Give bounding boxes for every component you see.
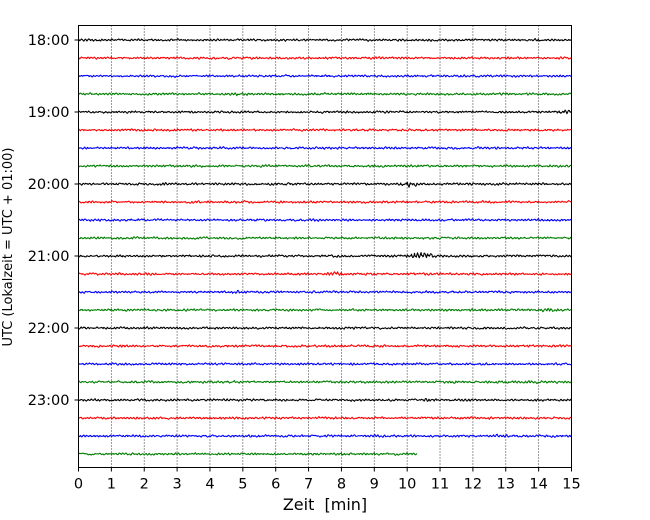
x-tick-label: 1 — [107, 477, 116, 493]
seismogram-trace — [78, 326, 572, 330]
seismogram-trace — [78, 74, 572, 78]
x-axis-ticks: 0 1 2 3 4 5 6 7 8 9 10 11 12 13 14 15 — [74, 467, 581, 493]
x-axis-label: Zeit [min] — [283, 495, 367, 514]
y-tick-label: 19:00 — [28, 105, 70, 121]
x-tick-label: 3 — [172, 477, 181, 493]
y-tick-label: 23:00 — [28, 393, 70, 409]
x-tick-label: 6 — [271, 477, 280, 493]
x-tick-label: 2 — [140, 477, 149, 493]
seismogram-trace — [78, 271, 572, 276]
seismogram-traces — [78, 37, 572, 456]
seismogram-trace — [78, 200, 572, 204]
seismogram-trace — [78, 307, 572, 313]
y-tick-label: 21:00 — [28, 249, 70, 265]
seismogram-trace — [78, 181, 572, 188]
plot-frame — [78, 25, 572, 468]
x-tick-label: 8 — [337, 477, 346, 493]
seismogram-trace — [78, 289, 572, 294]
x-tick-label: 7 — [304, 477, 313, 493]
seismogram-trace — [78, 362, 572, 366]
x-tick-label: 15 — [562, 477, 580, 493]
seismogram-trace — [78, 344, 572, 348]
seismogram-trace — [78, 128, 572, 132]
x-tick-label: 14 — [529, 477, 547, 493]
x-tick-label: 13 — [497, 477, 515, 493]
seismogram-trace — [78, 37, 572, 42]
seismogram-trace — [78, 109, 572, 115]
seismogram-trace — [78, 164, 572, 168]
x-tick-label: 11 — [431, 477, 449, 493]
y-tick-label: 22:00 — [28, 321, 70, 337]
y-axis-label: UTC (Lokalzeit = UTC + 01:00) — [1, 148, 16, 347]
seismogram-trace — [78, 416, 572, 420]
x-tick-label: 4 — [205, 477, 214, 493]
seismogram-trace — [78, 56, 572, 60]
x-tick-label: 12 — [464, 477, 482, 493]
seismogram-trace — [78, 380, 572, 385]
y-axis-ticks: 18:00 19:00 20:00 21:00 22:00 23:00 — [28, 33, 79, 409]
y-tick-label: 20:00 — [28, 177, 70, 193]
seismogram-trace — [78, 146, 572, 150]
x-tick-label: 0 — [74, 477, 83, 493]
y-tick-label: 18:00 — [28, 33, 70, 49]
x-tick-label: 9 — [370, 477, 379, 493]
seismogram-trace — [78, 92, 572, 97]
seismogram-trace — [78, 433, 572, 438]
seismogram-trace — [78, 218, 572, 222]
seismogram-trace — [78, 452, 418, 456]
x-tick-label: 5 — [238, 477, 247, 493]
x-tick-label: 10 — [398, 477, 416, 493]
seismogram-trace — [78, 252, 572, 259]
seismogram-trace — [78, 397, 572, 402]
seismogram-trace — [78, 236, 572, 240]
